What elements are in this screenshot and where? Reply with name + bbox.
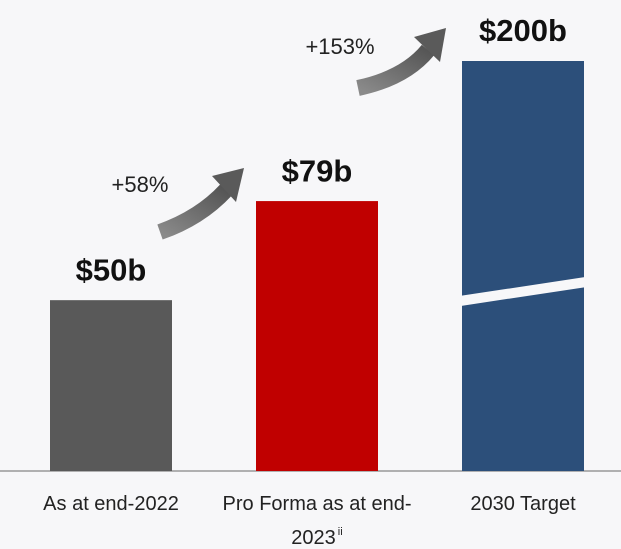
category-text: Pro Forma as at end-2023: [222, 493, 412, 549]
x-tick-label: 2030 Target: [423, 490, 621, 518]
value-label: $79b: [282, 153, 353, 188]
category-text: As at end-2022: [43, 493, 179, 515]
annotation: +153%: [305, 34, 374, 59]
arrow: [356, 28, 446, 96]
annotation: +58%: [112, 172, 169, 197]
value-label: $50b: [76, 252, 147, 287]
x-tick-label: As at end-2022: [11, 490, 211, 518]
axis-break: [459, 277, 587, 306]
arrow: [157, 168, 244, 240]
bar: [256, 201, 378, 472]
bar: [462, 61, 584, 471]
value-label: $200b: [479, 13, 567, 48]
x-tick-label: Pro Forma as at end-2023 ii: [217, 490, 417, 549]
category-text: 2030 Target: [470, 493, 576, 515]
bar: [50, 300, 172, 471]
footnote-marker: ii: [337, 526, 343, 538]
